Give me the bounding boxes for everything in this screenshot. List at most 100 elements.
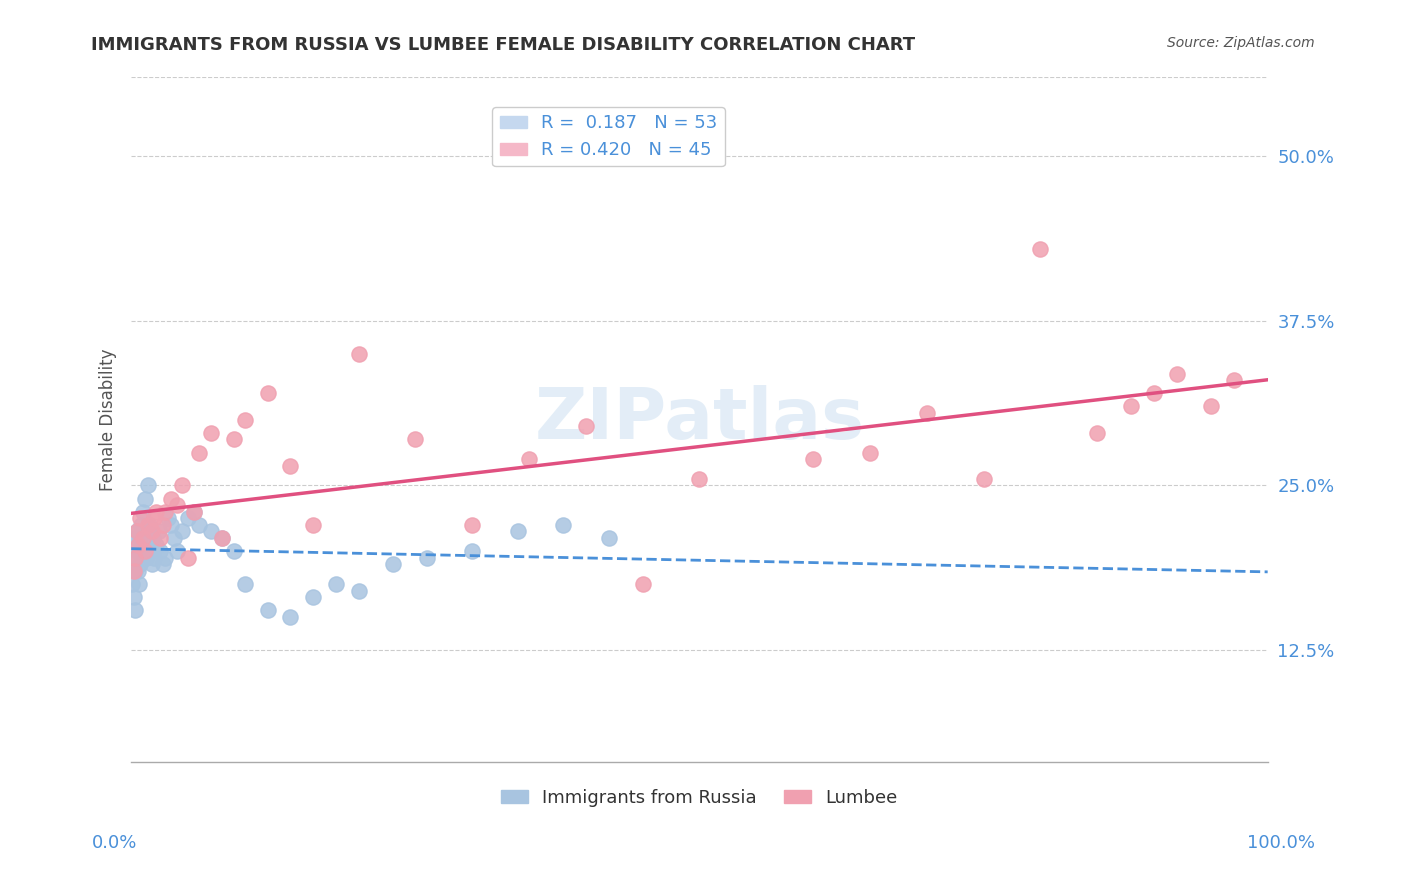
Point [125,550,148,565]
Point [631,577,654,591]
Point [188,445,211,459]
Point [139,544,162,558]
Point [124,550,146,565]
Point [156,511,179,525]
Point [136,524,159,539]
Point [145,538,167,552]
Point [149,544,172,558]
Point [141,524,163,539]
Point [143,550,166,565]
Point [166,498,188,512]
Point [200,425,222,440]
Point [1199,400,1222,414]
Point [598,531,620,545]
Point [461,544,484,558]
Point [125,544,148,558]
Point [302,591,325,605]
Point [136,517,159,532]
Point [575,419,598,434]
Point [801,452,824,467]
Point [131,524,153,539]
Point [1222,373,1244,387]
Point [129,511,152,525]
Point [200,524,222,539]
Point [141,558,163,572]
Point [222,544,245,558]
Point [233,577,256,591]
Point [131,517,153,532]
Point [127,538,149,552]
Point [128,577,150,591]
Point [183,505,205,519]
Point [233,412,256,426]
Point [256,386,278,401]
Point [177,550,200,565]
Point [1121,400,1143,414]
Legend: Immigrants from Russia, Lumbee: Immigrants from Russia, Lumbee [494,782,905,814]
Point [121,577,143,591]
Point [172,524,194,539]
Point [1166,367,1188,381]
Point [302,517,325,532]
Point [166,544,188,558]
Point [172,478,194,492]
Point [211,531,233,545]
Point [973,472,995,486]
Point [325,577,347,591]
Point [551,517,574,532]
Point [415,550,437,565]
Point [132,544,155,558]
Point [135,550,157,565]
Point [347,583,370,598]
Point [129,531,152,545]
Point [142,531,165,545]
Point [222,433,245,447]
Point [280,458,302,473]
Text: 0.0%: 0.0% [91,834,136,852]
Point [280,610,302,624]
Point [1143,386,1166,401]
Point [124,603,146,617]
Point [1029,242,1052,256]
Point [148,524,170,539]
Point [1085,425,1108,440]
Point [506,524,529,539]
Point [149,531,172,545]
Point [125,524,148,539]
Y-axis label: Female Disability: Female Disability [100,349,117,491]
Point [125,524,148,539]
Point [183,505,205,519]
Point [461,517,484,532]
Point [143,511,166,525]
Point [138,517,160,532]
Point [136,478,159,492]
Point [188,517,211,532]
Point [155,550,177,565]
Point [124,564,146,578]
Point [122,591,145,605]
Text: ZIPatlas: ZIPatlas [534,385,865,454]
Point [163,531,186,545]
Point [127,564,149,578]
Point [915,406,938,420]
Point [145,505,167,519]
Point [131,531,153,545]
Point [517,452,540,467]
Point [859,445,882,459]
Text: 100.0%: 100.0% [1247,834,1315,852]
Point [688,472,710,486]
Point [381,558,404,572]
Point [177,511,200,525]
Point [125,531,148,545]
Text: Source: ZipAtlas.com: Source: ZipAtlas.com [1167,36,1315,50]
Point [256,603,278,617]
Point [134,544,156,558]
Point [160,491,183,506]
Point [122,564,145,578]
Point [160,517,183,532]
Point [155,505,177,519]
Point [134,491,156,506]
Text: IMMIGRANTS FROM RUSSIA VS LUMBEE FEMALE DISABILITY CORRELATION CHART: IMMIGRANTS FROM RUSSIA VS LUMBEE FEMALE … [91,36,915,54]
Point [347,347,370,361]
Point [152,517,174,532]
